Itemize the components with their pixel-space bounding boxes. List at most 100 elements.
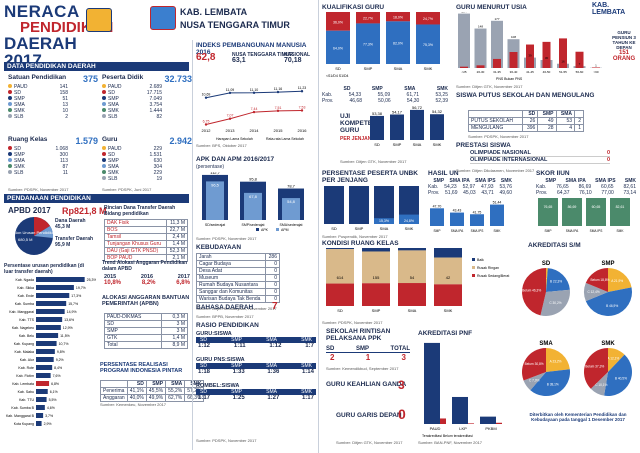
usia-legend: PNS Bukan PNS (496, 77, 523, 81)
bar-label: Kab. Belu (19, 334, 34, 338)
hasilun-label: 41,75 (473, 210, 482, 214)
mini-head-cell: SMP (371, 86, 383, 92)
kual-ge-label: 77,3% (363, 43, 373, 47)
akred-slice (530, 369, 570, 396)
akred-slice (546, 348, 570, 372)
rintisan-value: 1 (365, 353, 371, 362)
stat-label: SMK (102, 108, 119, 114)
kondisi-legend-swatch (472, 266, 475, 269)
hasilun-cat: SMA IPA (451, 229, 464, 233)
ipm-chart: 10,69 11,09 11,10 11,16 11,23 6,75 7,07 7,44 7,5… (202, 86, 308, 141)
apm-bar (244, 192, 262, 220)
pnf-chart: PAUD LKP PKBM Terakreditasi Belum terakredi… (422, 342, 502, 438)
pendanaan-title: PENDANAAN PENDIDIKAN (4, 194, 189, 203)
rasio-head-cell: SMK (301, 337, 312, 343)
table-row: Tamsil 2,4 M (104, 233, 189, 241)
ukg-cat: SMK (433, 142, 442, 147)
bar (36, 389, 48, 394)
hasilun-label: 47,70 (433, 204, 442, 208)
akred-slice-label: A 21,9% (611, 279, 623, 283)
kondisi-label: 42 (446, 275, 451, 280)
usia-non-label: 177 (494, 17, 499, 21)
mini-cell: 61,71 (406, 92, 420, 98)
pnf-belum-bar (452, 396, 468, 424)
mini-row: Kab. 54,23 52,97 47,93 53,76 (428, 184, 512, 190)
stat-label: SMK (8, 108, 25, 114)
stat-label: SD (8, 90, 21, 96)
akred-slice (590, 372, 608, 396)
kondisi-source: Sumber: PDSPK, November 2017 (322, 320, 383, 325)
pnf-cat: PKBM (485, 426, 496, 431)
rasio-value: 1:12 (198, 343, 211, 349)
mini-head-cell: SMA IPA (565, 178, 586, 184)
table-cell: DAU (Gaji GTK PNSD) (104, 247, 167, 255)
usia-non-bar (474, 28, 487, 68)
ukg-bar (430, 114, 444, 140)
stat-value: 51 (62, 96, 68, 102)
bar-value: 17,3% (71, 294, 81, 298)
bar-label: Kab. Sumba (15, 302, 34, 306)
skor-label: 60,65 (592, 205, 601, 209)
table-row: SMP 3 M (103, 327, 188, 335)
table-cell (574, 110, 584, 118)
stat-value: 113 (60, 158, 68, 164)
rasio-title: RASIO PENDIDIKAN (196, 322, 259, 329)
kual-cat: SMK (424, 66, 433, 71)
skor-bar (610, 198, 630, 226)
satuan-label: Satuan Pendidikan (8, 74, 67, 81)
stat-row: SD 1.531 (102, 152, 162, 158)
stat-label: SLB (8, 170, 23, 176)
mini-cell: Kab. (428, 184, 439, 190)
persentase-chart: Kab. Ngada 25,3% Kab. Sikka 19,7% Kab. Ende 1… (6, 277, 96, 426)
stat-label: SMP (8, 152, 25, 158)
stat-label: SMP (8, 96, 25, 102)
akred-pie-title: SMP (601, 261, 614, 267)
mini-cell: 51,69 (444, 190, 458, 196)
hasilun-label: 43,43 (453, 209, 462, 213)
table-cell: SMA (555, 110, 576, 118)
rasio-source: Sumber: PDSPK, November 2017 (196, 438, 257, 443)
ipm-legend-bot: Rata-rata Lama Sekolah (266, 137, 304, 141)
table-cell: 4 (555, 124, 576, 132)
data-source: Sumber: PDSPK, November 2017 (8, 187, 69, 192)
peserta-total: 32.733 (164, 74, 192, 84)
table-cell: 66,3% (184, 394, 205, 402)
table-cell: PAUD-DIKMAS (103, 313, 163, 321)
unbk-title: PERSENTASE PESERTA UNBK PER JENJANG (322, 170, 418, 184)
kual-lt-bar (326, 12, 350, 31)
rincian-title: Rincian Dana Transfer Daerah Bidang pend… (104, 205, 176, 217)
rasio-head-cell: SD (200, 389, 207, 395)
ipm-bot-point (204, 123, 208, 126)
stat-value: 82 (156, 114, 162, 120)
stat-label: SMK (102, 170, 119, 176)
bar (36, 325, 61, 330)
kual-ge-bar (386, 21, 410, 64)
stat-row: PAUD 141 (8, 84, 68, 90)
table-cell: Sanggar dan Komunitas (195, 288, 267, 296)
apbd-pie: Non Urusan Pendidikan 680,5 M (14, 217, 56, 255)
usia-cat: 41-45 (526, 70, 534, 74)
pnf-belum-bar (480, 416, 496, 424)
rintisan-head-cell: SMP (355, 346, 369, 352)
rintisan-title: SEKOLAH RINTISAN PELAKSANA PPK (326, 328, 391, 342)
mini-cell: Kab. (536, 184, 547, 190)
mini-head-cell: SMA IPS (595, 178, 616, 184)
mini-row: Prov. 46,68 50,06 54,30 52,39 (322, 98, 448, 104)
stat-row: SD 1.068 (8, 146, 68, 152)
table-cell: BOS (104, 226, 167, 234)
usia-non-label: 148 (478, 25, 483, 29)
bar-label: Kab. Sumba B (11, 406, 34, 410)
prestasi-title: PRESTASI SISWA (456, 142, 511, 149)
kual-lt-bar (386, 12, 410, 22)
akred-slice (523, 372, 546, 391)
pnf-ter-bar (440, 418, 446, 424)
rintisan-value: 3 (401, 353, 406, 362)
ruang-block: Ruang Kelas 1.579 SD 1.068 SMP 300 SMA 113 SMK 8… (8, 136, 98, 176)
mini-head-cell: SD (343, 86, 351, 92)
skor-bar (586, 198, 606, 226)
rasio-values: 1:12 1:11 1:12 1:7 (196, 343, 316, 349)
rasio-value: 1:36 (267, 369, 280, 375)
skor-label: 86,69 (568, 205, 577, 209)
usia-pns-bar (592, 67, 600, 68)
rasio-sub: GURU:SISWA (196, 331, 232, 337)
